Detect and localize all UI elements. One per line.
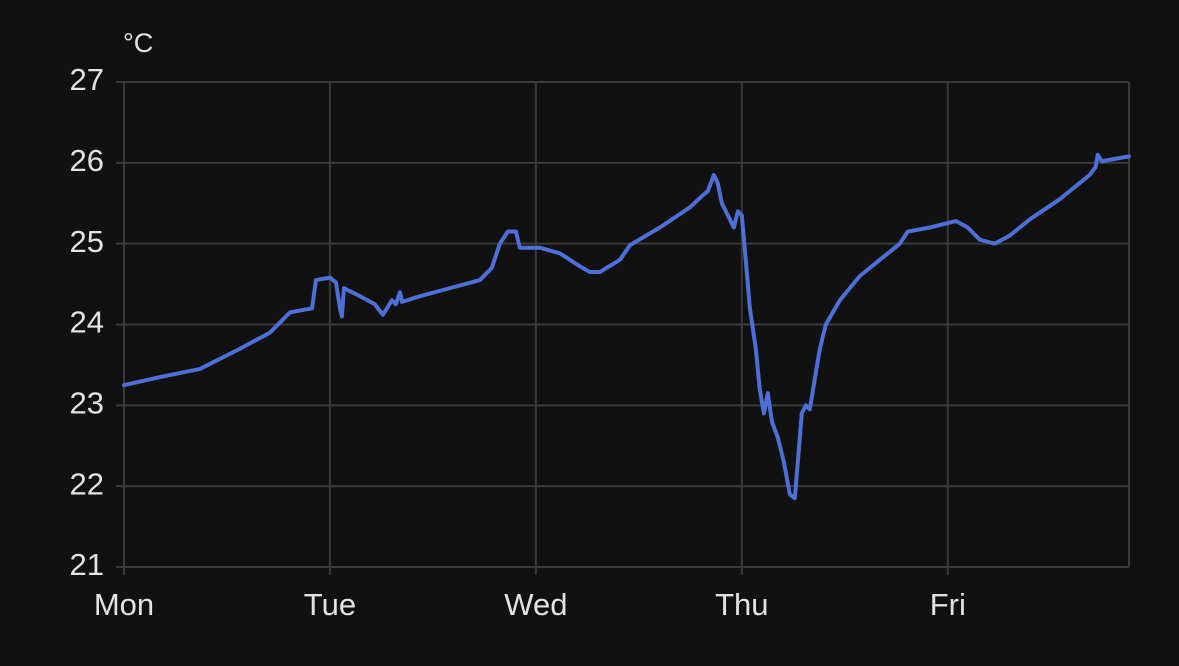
x-tick-label: Mon	[94, 587, 154, 622]
x-tick-label: Tue	[304, 587, 356, 622]
temperature-line	[122, 152, 1131, 501]
x-tick-label: Fri	[930, 587, 966, 622]
x-tick-label: Thu	[715, 587, 768, 622]
y-tick-label: 23	[70, 386, 104, 421]
y-tick-label: 25	[70, 224, 104, 259]
y-tick-label: 21	[70, 547, 104, 582]
y-tick-label: 26	[70, 143, 104, 178]
y-axis-unit: °C	[123, 28, 153, 58]
x-tick-label: Wed	[504, 587, 567, 622]
y-tick-label: 24	[70, 305, 104, 340]
y-tick-label: 22	[70, 466, 104, 501]
y-tick-label: 27	[70, 62, 104, 97]
